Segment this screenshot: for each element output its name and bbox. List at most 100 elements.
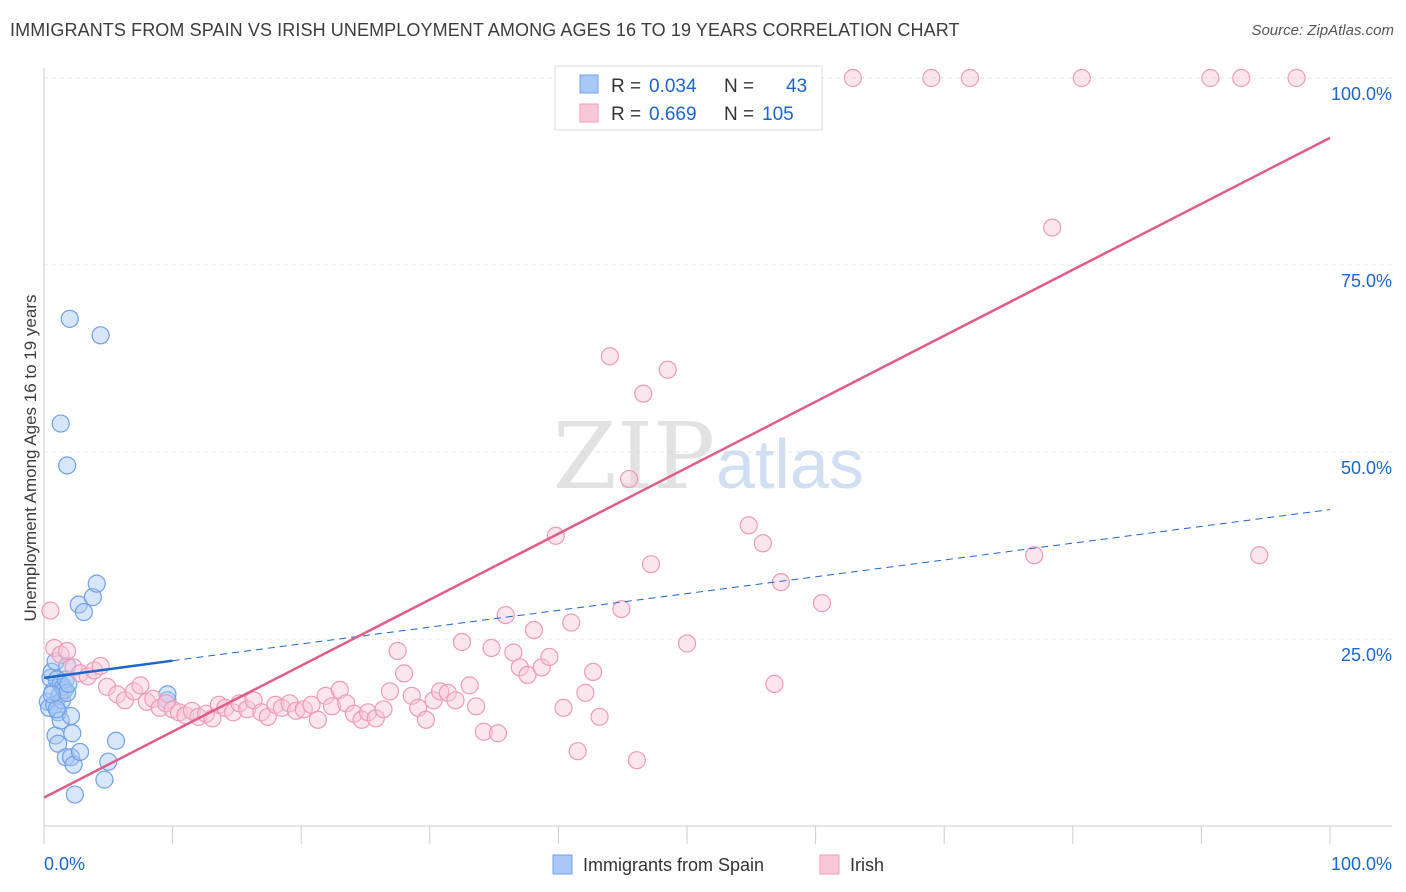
irish-point-90 [765, 674, 784, 693]
legend-r-value-irish: 0.669 [649, 104, 697, 125]
irish-point-96 [1025, 546, 1044, 565]
irish-point-54 [416, 710, 436, 729]
bottom-legend-label-irish: Irish [850, 855, 884, 875]
irish-point-56 [430, 682, 450, 701]
irish-point-9 [97, 677, 117, 696]
spain-point-29 [65, 785, 84, 804]
irish-point-13 [131, 676, 150, 695]
irish-point-99 [1201, 68, 1220, 88]
spain-trend-dashed [172, 509, 1331, 662]
irish-point-89 [753, 534, 772, 553]
spain-point-14 [49, 734, 68, 753]
irish-point-83 [634, 384, 653, 403]
irish-point-86 [677, 634, 697, 653]
spain-point-34 [87, 574, 106, 593]
irish-point-57 [438, 683, 457, 702]
spain-point-27 [63, 724, 82, 743]
spain-point-24 [58, 456, 77, 475]
y-axis-label: Unemployment Among Ages 16 to 19 years [21, 295, 40, 622]
spain-point-15 [51, 711, 70, 730]
irish-point-48 [374, 700, 393, 719]
axes [43, 68, 1392, 844]
irish-point-55 [424, 691, 443, 710]
irish-point-66 [504, 643, 523, 662]
irish-trend-solid [43, 136, 1331, 799]
irish-point-36 [286, 701, 306, 720]
watermark-atlas: atlas [716, 425, 864, 503]
legend-swatch-irish [579, 103, 599, 123]
irish-point-100 [1232, 68, 1251, 88]
y-tick-label-2: 75.0% [1341, 271, 1392, 291]
irish-point-61 [466, 697, 486, 716]
irish-point-80 [612, 599, 631, 619]
legend-n-value-spain: 43 [786, 76, 807, 97]
irish-point-75 [568, 742, 587, 761]
legend-n-label-irish: N = [724, 104, 754, 125]
spain-point-35 [91, 326, 110, 345]
bottom-legend: Immigrants from Spain Irish [552, 854, 884, 875]
watermark: ZIP atlas [553, 403, 864, 510]
irish-point-74 [562, 613, 581, 632]
trend-lines [43, 136, 1331, 799]
legend-r-label-spain: R = [611, 76, 641, 97]
irish-point-94 [843, 68, 862, 88]
legend-r-value-spain: 0.034 [649, 76, 697, 97]
irish-point-63 [482, 638, 501, 658]
spain-points [38, 309, 177, 804]
bottom-legend-swatch-spain [552, 854, 573, 875]
x-tick-label-right: 100.0% [1331, 854, 1392, 874]
legend-n-value-irish: 105 [762, 104, 794, 125]
irish-point-101 [1250, 546, 1269, 565]
irish-point-71 [540, 647, 559, 667]
irish-point-64 [488, 724, 508, 743]
irish-point-45 [352, 710, 371, 729]
irish-point-98 [1072, 68, 1091, 88]
irish-point-0 [41, 601, 60, 620]
spain-point-26 [61, 748, 81, 767]
irish-point-60 [460, 676, 479, 695]
irish-point-3 [58, 641, 77, 661]
irish-point-67 [510, 658, 529, 677]
legend-swatch-spain [579, 74, 599, 94]
spain-point-33 [83, 588, 102, 607]
watermark-zip: ZIP [553, 403, 715, 510]
spain-point-39 [158, 691, 177, 710]
chart-source: Source: ZipAtlas.com [1251, 22, 1394, 39]
irish-point-29 [238, 700, 257, 719]
irish-point-95 [960, 68, 980, 88]
irish-point-68 [518, 665, 537, 685]
grid-lines [44, 77, 1392, 640]
irish-point-38 [302, 695, 321, 714]
tick-labels: 0.0% 100.0% 25.0% 50.0% 75.0% 100.0% [44, 84, 1392, 874]
irish-point-27 [223, 703, 243, 722]
irish-point-85 [658, 360, 677, 379]
bottom-legend-swatch-irish [819, 854, 840, 875]
top-legend-box [554, 65, 823, 131]
spain-point-42 [47, 700, 66, 719]
irish-point-39 [308, 710, 328, 729]
irish-point-78 [590, 707, 609, 726]
top-legend: R = 0.034 N = 43 R = 0.669 N = 105 [554, 65, 823, 131]
irish-point-73 [554, 698, 573, 717]
irish-point-69 [524, 620, 544, 640]
x-tick-label-left: 0.0% [44, 854, 85, 874]
irish-point-79 [600, 347, 619, 366]
bottom-legend-label-spain: Immigrants from Spain [583, 855, 764, 875]
irish-point-97 [1043, 218, 1062, 237]
irish-point-49 [380, 682, 400, 701]
irish-point-93 [812, 593, 832, 613]
legend-n-label-spain: N = [724, 76, 754, 97]
irish-point-91 [771, 573, 790, 592]
irish-point-102 [1287, 68, 1306, 88]
spain-point-38 [106, 731, 126, 750]
spain-point-31 [70, 742, 90, 762]
y-tick-label-3: 100.0% [1331, 84, 1392, 104]
spain-point-21 [56, 748, 75, 767]
y-tick-label-0: 25.0% [1341, 645, 1392, 665]
irish-point-81 [620, 469, 639, 489]
irish-point-77 [584, 662, 603, 682]
spain-point-36 [95, 770, 114, 789]
irish-point-51 [394, 664, 414, 683]
irish-point-84 [641, 555, 661, 574]
